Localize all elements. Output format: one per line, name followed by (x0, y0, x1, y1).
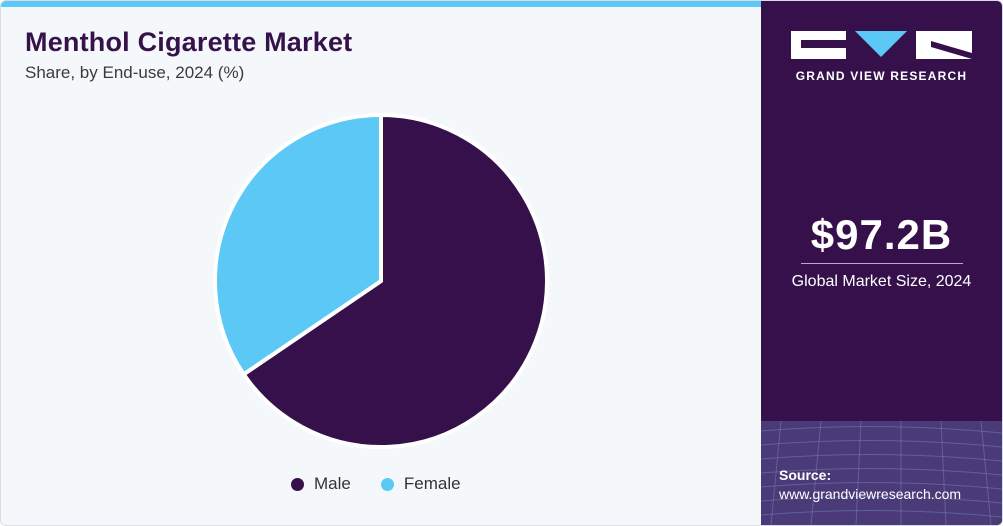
market-size-caption: Global Market Size, 2024 (791, 273, 972, 290)
chart-panel: Menthol Cigarette Market Share, by End-u… (1, 1, 761, 525)
market-size-value: $97.2B (810, 211, 953, 258)
value-divider (801, 263, 963, 264)
decorative-mesh (761, 421, 1002, 525)
legend-label-male: Male (314, 474, 351, 493)
legend-swatch-female (380, 477, 394, 491)
grand-view-research-logo-icon (791, 31, 972, 59)
sidebar-panel: GRAND VIEW RESEARCH $97.2B Global Market… (761, 1, 1002, 525)
pie-chart (213, 113, 549, 449)
legend-item-female: Female (380, 474, 461, 494)
source-label: Source: (779, 467, 832, 483)
legend-item-male: Male (291, 474, 351, 494)
brand-name: GRAND VIEW RESEARCH (795, 69, 968, 83)
pie-slice-male (241, 113, 549, 449)
pie-slice-female (213, 113, 383, 377)
source-link[interactable]: www.grandviewresearch.com (779, 486, 962, 502)
legend-label-female: Female (403, 474, 461, 493)
chart-legend: Male Female (291, 474, 491, 494)
accent-bar (1, 1, 761, 7)
page-title: Menthol Cigarette Market (25, 27, 353, 57)
page-subtitle: Share, by End-use, 2024 (%) (25, 63, 245, 82)
legend-swatch-male (291, 477, 304, 491)
